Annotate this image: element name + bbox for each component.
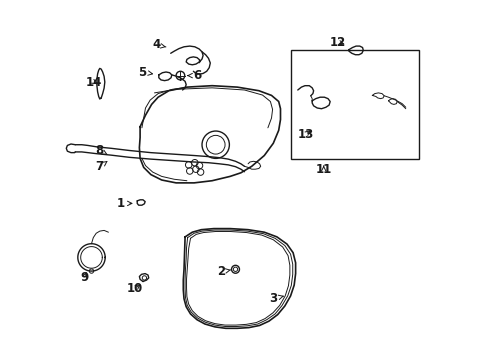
Text: 9: 9 bbox=[80, 271, 88, 284]
Text: 12: 12 bbox=[329, 36, 346, 49]
Text: 4: 4 bbox=[152, 39, 165, 51]
Bar bbox=[290, 50, 418, 159]
Text: 5: 5 bbox=[138, 66, 152, 78]
Text: 6: 6 bbox=[187, 69, 202, 82]
Text: 1: 1 bbox=[116, 197, 132, 210]
Text: 13: 13 bbox=[297, 128, 313, 141]
Text: 3: 3 bbox=[269, 292, 283, 305]
Text: 11: 11 bbox=[315, 163, 331, 176]
Text: 10: 10 bbox=[126, 282, 142, 295]
Text: 8: 8 bbox=[96, 144, 107, 157]
Text: 14: 14 bbox=[86, 76, 102, 89]
Text: 7: 7 bbox=[96, 160, 107, 173]
Text: 2: 2 bbox=[217, 265, 230, 278]
